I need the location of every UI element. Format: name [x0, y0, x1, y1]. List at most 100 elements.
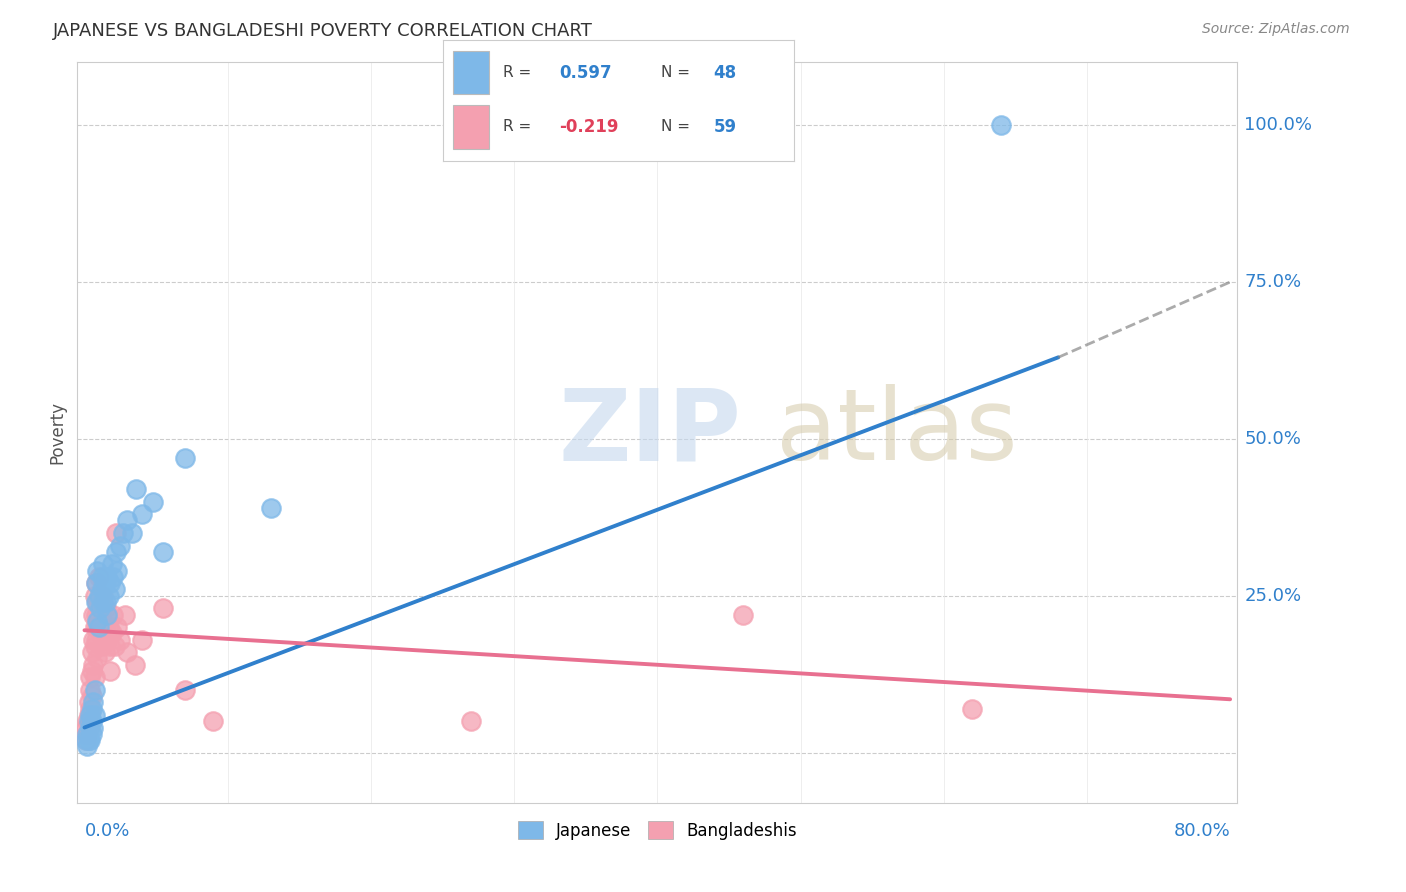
Point	[100, 626, 122, 640]
Point	[86, 651, 108, 665]
Point	[990, 118, 1012, 132]
Point	[77, 733, 100, 747]
Point	[97, 589, 120, 603]
Point	[90, 639, 112, 653]
Point	[77, 695, 100, 709]
Text: ZIP: ZIP	[558, 384, 741, 481]
Point	[93, 576, 115, 591]
Point	[84, 632, 107, 647]
Point	[80, 645, 103, 659]
Point	[100, 558, 122, 572]
Text: 59: 59	[713, 118, 737, 136]
Point	[91, 595, 114, 609]
Point	[75, 733, 97, 747]
Text: 0.597: 0.597	[560, 63, 612, 82]
Point	[103, 639, 125, 653]
Point	[107, 620, 129, 634]
Point	[98, 639, 121, 653]
Point	[76, 714, 98, 729]
Point	[97, 620, 120, 634]
Point	[84, 607, 107, 622]
Point	[121, 526, 143, 541]
Point	[94, 601, 117, 615]
Point	[94, 595, 117, 609]
Point	[125, 482, 148, 496]
Point	[79, 708, 101, 723]
Point	[86, 620, 108, 634]
Point	[87, 607, 110, 622]
Legend: Japanese, Bangladeshis: Japanese, Bangladeshis	[510, 814, 804, 847]
Point	[82, 632, 104, 647]
Point	[79, 670, 101, 684]
Point	[103, 582, 125, 597]
Point	[82, 721, 104, 735]
Point	[82, 695, 104, 709]
Point	[173, 682, 195, 697]
Point	[93, 620, 115, 634]
Point	[89, 589, 111, 603]
Point	[84, 595, 107, 609]
Text: R =: R =	[503, 120, 531, 135]
Point	[76, 739, 98, 754]
FancyBboxPatch shape	[453, 105, 489, 149]
Point	[90, 570, 112, 584]
Point	[110, 632, 132, 647]
Text: JAPANESE VS BANGLADESHI POVERTY CORRELATION CHART: JAPANESE VS BANGLADESHI POVERTY CORRELAT…	[53, 22, 593, 40]
Text: R =: R =	[503, 65, 531, 80]
Point	[93, 645, 115, 659]
Text: N =: N =	[661, 120, 690, 135]
Point	[86, 595, 108, 609]
Point	[80, 689, 103, 703]
Point	[98, 576, 121, 591]
Point	[101, 607, 124, 622]
Point	[77, 714, 100, 729]
Point	[77, 708, 100, 723]
Point	[96, 607, 118, 622]
Point	[962, 701, 984, 715]
Point	[87, 589, 110, 603]
Point	[96, 570, 118, 584]
Point	[259, 500, 281, 515]
Point	[131, 507, 153, 521]
Point	[83, 620, 105, 634]
Point	[83, 708, 105, 723]
Point	[79, 701, 101, 715]
Point	[83, 639, 105, 653]
Text: 100.0%: 100.0%	[1244, 116, 1312, 134]
Point	[733, 607, 755, 622]
Point	[75, 733, 97, 747]
Point	[87, 570, 110, 584]
Point	[110, 539, 132, 553]
Point	[89, 626, 111, 640]
Point	[131, 632, 153, 647]
Text: -0.219: -0.219	[560, 118, 619, 136]
Point	[87, 620, 110, 634]
Point	[90, 582, 112, 597]
Point	[114, 607, 136, 622]
Point	[82, 607, 104, 622]
Text: 50.0%: 50.0%	[1244, 430, 1302, 448]
Text: 25.0%: 25.0%	[1244, 587, 1302, 605]
Point	[105, 545, 127, 559]
Text: N =: N =	[661, 65, 690, 80]
Point	[117, 645, 139, 659]
Point	[79, 721, 101, 735]
Text: Source: ZipAtlas.com: Source: ZipAtlas.com	[1202, 22, 1350, 37]
Point	[75, 721, 97, 735]
Point	[101, 570, 124, 584]
Point	[96, 632, 118, 647]
Point	[90, 601, 112, 615]
Point	[83, 670, 105, 684]
Point	[80, 727, 103, 741]
Point	[460, 714, 482, 729]
Text: 75.0%: 75.0%	[1244, 273, 1302, 291]
Text: 0.0%: 0.0%	[84, 822, 129, 839]
Point	[202, 714, 225, 729]
Point	[91, 614, 114, 628]
Point	[152, 601, 174, 615]
Point	[76, 727, 98, 741]
Point	[83, 589, 105, 603]
Point	[91, 558, 114, 572]
Point	[76, 727, 98, 741]
Y-axis label: Poverty: Poverty	[48, 401, 66, 464]
